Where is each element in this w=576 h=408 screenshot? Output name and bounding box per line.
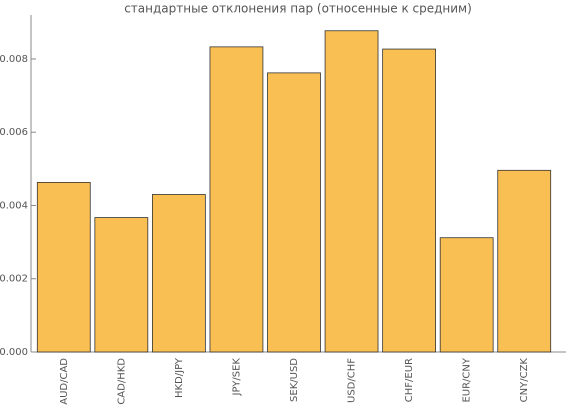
y-tick-label: 0.004 bbox=[0, 200, 28, 211]
y-tick-label: 0.002 bbox=[0, 274, 28, 285]
x-tick-label: CAD/HKD bbox=[116, 358, 127, 405]
bar bbox=[36, 182, 91, 353]
y-tick-label: 0.008 bbox=[0, 54, 28, 65]
bar bbox=[382, 48, 436, 353]
x-tick-label: CNY/CZK bbox=[519, 358, 530, 403]
x-tick-label: USD/CHF bbox=[347, 358, 358, 403]
bar bbox=[209, 46, 264, 353]
bar bbox=[497, 169, 552, 353]
chart-title: стандартные отклонения пар (относенные к… bbox=[124, 2, 472, 16]
bar bbox=[439, 237, 494, 353]
x-tick-label: SEK/USD bbox=[289, 358, 300, 402]
x-tick-label: AUD/CAD bbox=[59, 358, 70, 405]
bar bbox=[94, 217, 149, 353]
bar bbox=[267, 72, 321, 353]
x-tick-label: CHF/EUR bbox=[404, 358, 415, 402]
x-tick-label: HKD/JPY bbox=[174, 357, 185, 398]
x-tick-label: EUR/CNY bbox=[462, 357, 473, 402]
x-tick-label: JPY/SEK bbox=[231, 358, 242, 397]
y-tick-label: 0.006 bbox=[0, 127, 28, 138]
bar bbox=[324, 30, 379, 353]
bar bbox=[152, 194, 206, 353]
y-tick-label: 0.000 bbox=[0, 347, 28, 358]
